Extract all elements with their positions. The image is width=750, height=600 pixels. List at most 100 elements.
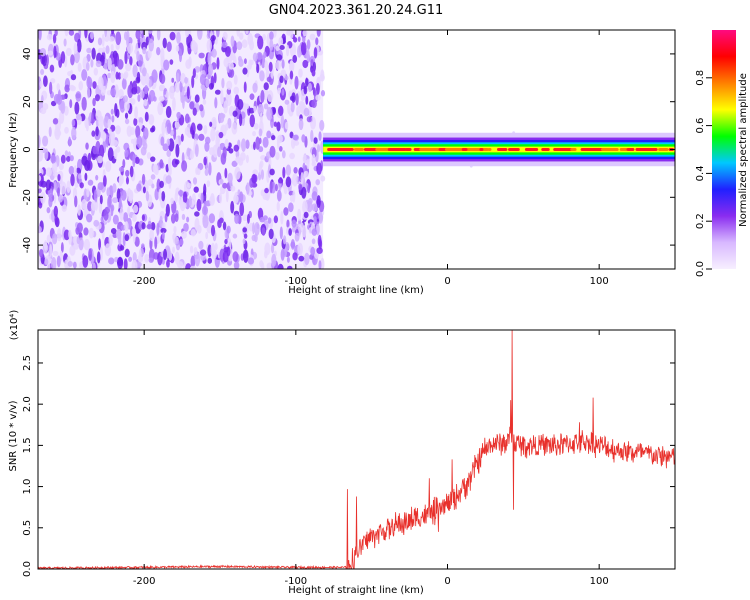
noise-speckle [311, 203, 318, 212]
noise-speckle [108, 233, 113, 247]
noise-speckle [173, 225, 177, 234]
noise-speckle [124, 149, 129, 158]
noise-speckle [276, 121, 281, 132]
noise-speckle [110, 88, 117, 97]
noise-speckle [103, 175, 107, 187]
noise-speckle [180, 133, 184, 142]
noise-speckle [199, 104, 204, 112]
noise-speckle [219, 217, 224, 224]
noise-speckle [275, 45, 280, 52]
noise-speckle [286, 219, 290, 229]
noise-speckle [245, 182, 250, 195]
noise-speckle [301, 134, 306, 143]
noise-speckle [188, 195, 192, 207]
noise-speckle [160, 136, 165, 147]
noise-speckle [255, 136, 260, 150]
noise-speckle [277, 134, 283, 144]
noise-speckle [256, 52, 263, 61]
snr-panel: -200 -100 0 100 0.0 0.5 1.0 1.5 2.0 2.5 Height o… [8, 310, 676, 596]
noise-speckle [303, 153, 307, 164]
noise-speckle [116, 146, 121, 153]
y-tick-label: 1.5 [22, 437, 33, 453]
noise-speckle [166, 41, 172, 52]
noise-speckle [304, 252, 310, 265]
noise-speckle [169, 31, 176, 41]
noise-speckle [297, 208, 302, 221]
noise-speckle [174, 121, 180, 130]
noise-speckle [303, 211, 309, 219]
noise-speckle [251, 173, 257, 184]
noise-speckle [196, 123, 203, 131]
noise-speckle [134, 236, 140, 247]
noise-speckle [95, 126, 99, 137]
noise-speckle [52, 161, 58, 174]
noise-speckle [276, 201, 280, 212]
noise-speckle [77, 204, 81, 216]
colorbar-tick-label: 0.2 [695, 213, 706, 229]
noise-speckle [203, 183, 207, 196]
noise-speckle [200, 84, 205, 90]
signal-core [438, 148, 448, 151]
snr-series-line [38, 330, 675, 569]
y-tick-label: 1.0 [22, 479, 33, 495]
noise-speckle [63, 38, 67, 47]
noise-speckle [230, 200, 235, 214]
snr-ylabel: SNR (10 * v/v) [8, 400, 19, 471]
noise-speckle [242, 214, 249, 222]
noise-speckle [206, 180, 211, 188]
noise-speckle [152, 163, 159, 174]
noise-speckle [105, 134, 109, 148]
noise-speckle [60, 242, 64, 254]
noise-speckle [171, 77, 175, 83]
noise-speckle [68, 229, 72, 239]
noise-speckle [272, 107, 276, 115]
noise-speckle [104, 30, 108, 38]
noise-speckle [199, 249, 207, 256]
noise-speckle [81, 155, 88, 166]
noise-speckle [298, 118, 304, 131]
colorbar-tick-label: 0.0 [695, 261, 706, 277]
noise-speckle [288, 202, 294, 213]
noise-speckle [113, 53, 118, 67]
noise-speckle [248, 107, 255, 114]
noise-speckle [117, 256, 124, 269]
figure-title: GN04.2023.361.20.24.G11 [269, 3, 444, 18]
noise-speckle [231, 160, 238, 167]
noise-speckle [189, 150, 195, 160]
noise-speckle [45, 167, 52, 177]
spectrogram-ylabel: Frequency (Hz) [8, 112, 19, 188]
noise-speckle [310, 246, 316, 256]
colorbar-ticks: 0.0 0.2 0.4 0.6 0.8 [695, 70, 712, 277]
noise-speckle [282, 235, 287, 245]
noise-speckle [125, 169, 130, 177]
noise-speckle [49, 243, 53, 258]
spectrogram-image [38, 30, 675, 269]
noise-speckle [75, 113, 81, 121]
noise-speckle [233, 194, 239, 204]
noise-speckle [98, 115, 105, 129]
noise-speckle [313, 47, 318, 59]
x-tick-label: 100 [590, 576, 609, 587]
noise-speckle [232, 251, 239, 263]
noise-speckle [91, 111, 95, 126]
noise-speckle [115, 228, 122, 240]
noise-speckle [294, 232, 300, 242]
noise-speckle [44, 148, 49, 161]
y-tick-label: 0.0 [22, 561, 33, 577]
noise-speckle [222, 31, 228, 41]
noise-speckle [271, 134, 276, 141]
noise-speckle [245, 30, 249, 35]
noise-speckle [320, 257, 325, 269]
noise-speckle [226, 246, 231, 257]
noise-speckle [242, 238, 246, 245]
noise-speckle [181, 202, 187, 209]
noise-speckle [52, 233, 58, 245]
noise-speckle [105, 45, 110, 55]
noise-speckle [214, 242, 218, 251]
noise-speckle [136, 50, 140, 62]
signal-core [405, 148, 412, 151]
signal-core [612, 148, 619, 151]
noise-speckle [123, 100, 130, 112]
noise-speckle [317, 234, 322, 248]
noise-speckle [71, 119, 76, 127]
